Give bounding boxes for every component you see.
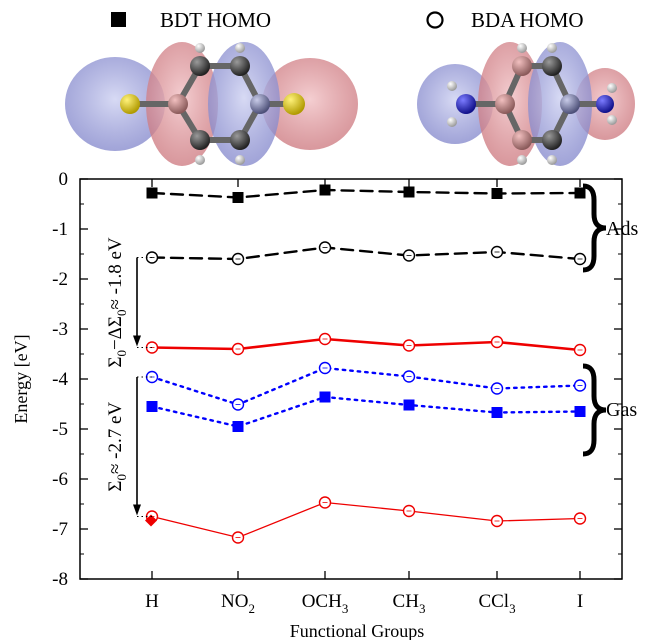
y-axis: 0 -1 -2 -3 -4 -5 -6 -7 -8: [52, 169, 622, 590]
ads-brace: [582, 183, 607, 273]
x-tick-label: OCH3: [302, 591, 349, 616]
data-point-square: [574, 406, 586, 417]
x-tick-label: I: [577, 591, 583, 612]
bdt-homo-orbital-illustration: [65, 42, 358, 166]
series-0-ads-bdt: [146, 184, 586, 203]
series-3-gas-bdt: [146, 391, 586, 432]
series-line: [150, 246, 582, 261]
data-point-square: [491, 407, 503, 418]
x-tick-label: H: [145, 591, 159, 612]
series-line: [151, 501, 581, 539]
data-point-diamond: [145, 514, 157, 527]
data-point-square: [491, 188, 503, 199]
data-point-square: [319, 184, 331, 196]
shift-upper-arrow-head: [133, 335, 141, 347]
data-point-square: [319, 391, 331, 403]
y-tick-label: -6: [52, 469, 68, 490]
y-tick-label: 0: [59, 169, 69, 190]
data-point-square: [146, 187, 158, 199]
y-tick-label: -1: [52, 219, 68, 240]
shift-lower-label: Σ0≈ -2.7 eV: [105, 402, 129, 492]
series-4-shifted-bda: [145, 332, 587, 357]
data-point-square: [146, 401, 158, 412]
shift-lower-arrow-head: [133, 504, 141, 516]
series-2-gas-bda: [145, 361, 587, 411]
x-axis: H NO2 OCH3 CH3 CCl3 I: [145, 179, 583, 616]
legend-marker-bdt: [111, 12, 126, 27]
data-point-square: [403, 186, 415, 198]
x-tick-label: CH3: [393, 591, 426, 616]
data-point-square: [403, 399, 415, 411]
series-5-shifted-bda: [145, 496, 587, 544]
series-line: [150, 395, 582, 428]
shift-upper-label: Σ0−ΔΣ0≈ -1.8 eV: [105, 237, 129, 368]
legend-marker-bda: [426, 11, 444, 29]
data-series: [145, 184, 587, 544]
shift-annotations: Σ0−ΔΣ0≈ -1.8 eV Σ0≈ -2.7 eV: [105, 237, 152, 517]
legend-label-bda: BDA HOMO: [471, 8, 584, 32]
data-point-square: [232, 421, 244, 432]
series-line: [150, 188, 582, 199]
y-tick-label: -8: [52, 569, 68, 590]
gas-brace: [582, 363, 607, 457]
x-tick-label: CCl3: [478, 591, 515, 616]
y-tick-label: -7: [52, 519, 68, 540]
series-1-ads-bda: [145, 241, 587, 266]
ads-group-label: Ads: [606, 218, 638, 240]
y-tick-label: -3: [52, 319, 68, 340]
series-line: [151, 337, 581, 352]
x-axis-title: Functional Groups: [290, 621, 425, 640]
data-point-square: [574, 187, 586, 199]
y-tick-label: -4: [52, 369, 68, 390]
gas-group-label: Gas: [606, 399, 637, 421]
data-point-square: [232, 192, 244, 203]
legend: BDT HOMO BDA HOMO: [111, 8, 584, 32]
bda-homo-orbital-illustration: [417, 42, 635, 166]
legend-label-bdt: BDT HOMO: [160, 8, 271, 32]
series-line: [150, 366, 582, 406]
y-tick-label: -5: [52, 419, 68, 440]
y-axis-title: Energy [eV]: [11, 334, 31, 423]
y-tick-label: -2: [52, 269, 68, 290]
x-tick-label: NO2: [221, 591, 255, 616]
